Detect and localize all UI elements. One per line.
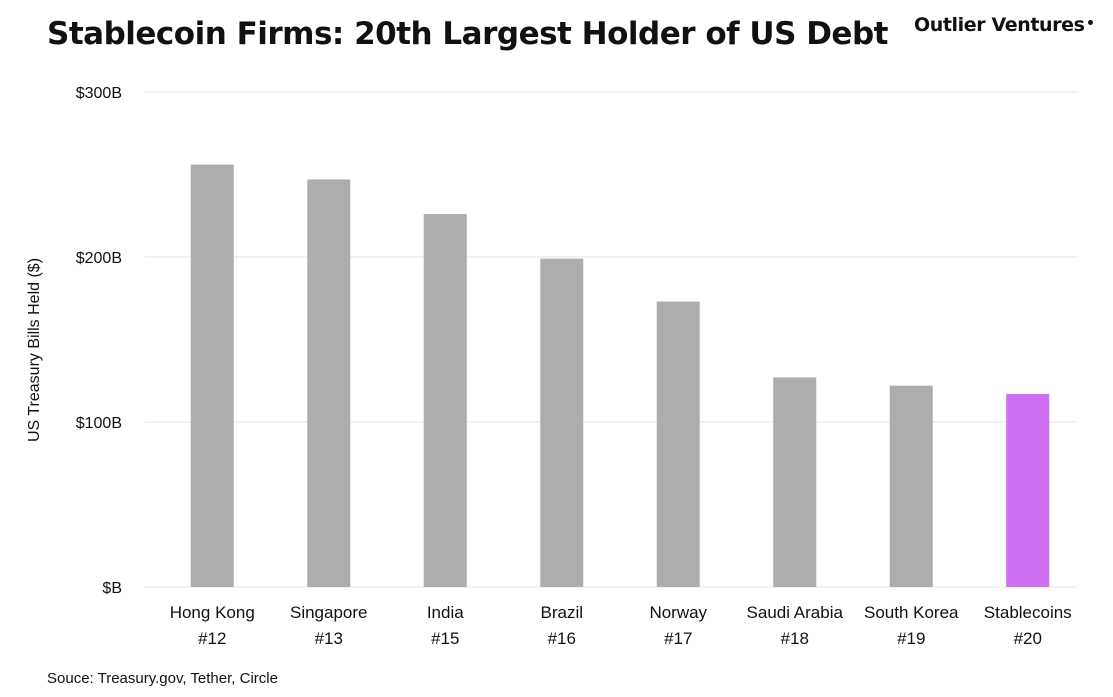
x-tick-label: India bbox=[427, 603, 464, 622]
y-tick-label: $300B bbox=[76, 85, 122, 102]
x-tick-rank: #15 bbox=[431, 629, 459, 648]
bar-brazil bbox=[540, 258, 584, 587]
brand-logo: Outlier Ventures bbox=[914, 14, 1085, 36]
source-note: Souce: Treasury.gov, Tether, Circle bbox=[47, 670, 278, 687]
x-tick-rank: #13 bbox=[315, 629, 343, 648]
bar-hong-kong bbox=[190, 164, 234, 587]
bar-saudi-arabia bbox=[773, 377, 817, 587]
y-tick-label: $100B bbox=[76, 415, 122, 432]
chart-title: Stablecoin Firms: 20th Largest Holder of… bbox=[47, 16, 888, 52]
x-tick-label: Stablecoins bbox=[984, 603, 1072, 622]
x-tick-label: Hong Kong bbox=[170, 603, 255, 622]
bar-singapore bbox=[307, 179, 351, 587]
x-tick-rank: #17 bbox=[664, 629, 692, 648]
y-tick-label: $200B bbox=[76, 250, 122, 267]
x-tick-rank: #18 bbox=[781, 629, 809, 648]
x-tick-rank: #20 bbox=[1014, 629, 1042, 648]
x-tick-label: South Korea bbox=[864, 603, 959, 622]
y-tick-label: $B bbox=[102, 580, 122, 597]
bar-south-korea bbox=[889, 385, 933, 587]
x-tick-rank: #12 bbox=[198, 629, 226, 648]
y-axis-label: US Treasury Bills Held ($) bbox=[26, 258, 43, 442]
bar-india bbox=[423, 214, 467, 587]
brand-dot-icon bbox=[1088, 20, 1093, 25]
x-tick-label: Brazil bbox=[540, 603, 583, 622]
x-tick-label: Norway bbox=[649, 603, 707, 622]
gridlines bbox=[145, 91, 1077, 588]
bar-stablecoins bbox=[1006, 393, 1050, 587]
x-tick-rank: #16 bbox=[548, 629, 576, 648]
bar-norway bbox=[656, 301, 700, 587]
x-tick-label: Saudi Arabia bbox=[747, 603, 844, 622]
x-tick-rank: #19 bbox=[897, 629, 925, 648]
y-axis-ticks: $B $100B $200B $300B bbox=[76, 85, 122, 597]
x-tick-label: Singapore bbox=[290, 603, 368, 622]
x-axis-labels: Hong Kong #12 Singapore #13 India #15 Brazil #1… bbox=[170, 603, 1072, 648]
bars bbox=[190, 164, 1050, 587]
